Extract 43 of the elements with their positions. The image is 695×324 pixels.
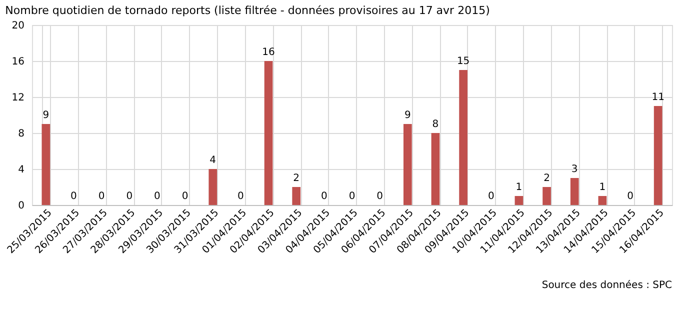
y-tick-label: 20 xyxy=(12,20,24,32)
data-label: 0 xyxy=(70,191,77,202)
data-label: 15 xyxy=(456,56,470,67)
bar xyxy=(570,178,579,205)
data-label: 0 xyxy=(98,191,105,202)
data-label: 1 xyxy=(599,182,606,193)
bar xyxy=(459,70,468,205)
data-label: 3 xyxy=(571,164,578,175)
bar xyxy=(514,196,524,205)
data-label: 0 xyxy=(320,191,328,202)
y-tick-label: 16 xyxy=(12,56,24,68)
data-label: 9 xyxy=(42,110,50,121)
bar xyxy=(654,106,662,205)
y-tick-label: 12 xyxy=(12,92,24,104)
data-label: 0 xyxy=(376,191,384,202)
data-label: 9 xyxy=(404,110,411,121)
bar xyxy=(598,196,607,205)
y-tick-label: 0 xyxy=(18,200,24,212)
data-label: 16 xyxy=(262,47,275,58)
data-label: 0 xyxy=(627,191,634,202)
data-label: 2 xyxy=(544,173,550,184)
bar xyxy=(542,187,551,205)
data-label: 0 xyxy=(182,191,188,202)
bar xyxy=(431,133,440,205)
bar xyxy=(208,169,218,205)
data-label: 4 xyxy=(210,155,216,166)
data-label: 0 xyxy=(126,191,133,202)
data-label: 1 xyxy=(516,182,522,193)
y-tick-label: 4 xyxy=(18,164,24,176)
data-label: 2 xyxy=(293,173,300,184)
chart-title: Nombre quotidien de tornado reports (liste filtrée - données provisoires au 17 avr 2015) xyxy=(5,4,490,17)
data-label: 0 xyxy=(348,191,356,202)
source-note: Source des données : SPC xyxy=(542,280,672,291)
data-label: 0 xyxy=(154,191,160,202)
bar xyxy=(264,61,273,205)
data-label: 8 xyxy=(432,119,439,130)
data-label: 0 xyxy=(238,191,244,202)
data-label: 11 xyxy=(652,92,664,103)
data-label: 0 xyxy=(488,191,494,202)
bar xyxy=(42,124,50,205)
bar xyxy=(403,124,412,205)
bar xyxy=(292,187,301,205)
y-tick-label: 8 xyxy=(18,128,24,140)
